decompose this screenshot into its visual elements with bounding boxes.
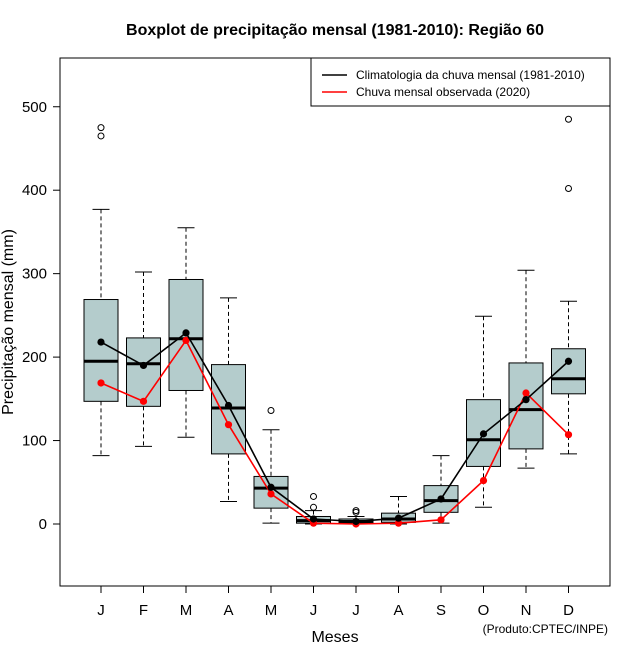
series-point — [564, 431, 573, 439]
outlier-point — [352, 507, 360, 515]
outlier-point — [97, 124, 105, 132]
box-month-2 — [126, 271, 161, 447]
plot-frame — [59, 57, 611, 587]
series-point — [394, 514, 403, 522]
series-point — [182, 336, 190, 345]
x-axis-label: Meses — [311, 629, 358, 646]
series-point — [437, 516, 445, 524]
outlier-point — [267, 407, 275, 415]
footnote: (Produto:CPTEC/INPE) — [483, 622, 608, 636]
series-point — [352, 517, 360, 526]
x-tick-label: O — [478, 602, 490, 619]
series-point — [182, 329, 190, 337]
series-point — [224, 401, 233, 410]
series-point — [394, 519, 403, 527]
series-point — [224, 421, 233, 429]
box-iqr — [508, 362, 544, 450]
legend-box — [310, 57, 611, 107]
box-month-11 — [508, 269, 544, 469]
series-point — [267, 483, 275, 491]
x-tick-label: J — [97, 602, 105, 619]
box-month-4 — [211, 297, 246, 502]
legend-label-climatology: Climatologia da chuva mensal (1981-2010) — [356, 68, 585, 82]
legend: Climatologia da chuva mensal (1981-2010)… — [310, 57, 611, 107]
y-tick-label: 300 — [22, 266, 47, 283]
series-point — [522, 396, 530, 404]
series-point — [522, 389, 530, 397]
series-point — [267, 490, 275, 498]
outlier-point — [310, 503, 317, 511]
box-iqr — [126, 337, 161, 407]
box-month-1 — [83, 124, 119, 457]
outlier-point — [565, 115, 572, 123]
y-axis: 0 100 200 300 400 500 — [22, 99, 61, 533]
series-observed — [97, 336, 573, 528]
series-point — [97, 379, 105, 387]
series-point — [479, 477, 488, 485]
y-tick-label: 400 — [22, 182, 47, 199]
x-tick-label: M — [180, 602, 193, 619]
y-tick-label: 0 — [39, 516, 47, 533]
chart-title: Boxplot de precipitação mensal (1981-201… — [126, 22, 544, 39]
legend-label-observed: Chuva mensal observada (2020) — [356, 85, 530, 99]
y-tick-label: 500 — [22, 99, 47, 116]
y-tick-label: 200 — [22, 349, 47, 366]
x-tick-label: S — [436, 602, 446, 619]
y-tick-label: 100 — [22, 433, 47, 450]
boxes — [83, 115, 586, 525]
outlier-point — [565, 185, 572, 193]
x-tick-label: A — [393, 602, 403, 619]
x-tick-label: N — [521, 602, 532, 619]
x-tick-label: J — [310, 602, 318, 619]
series-line — [100, 338, 570, 525]
outlier-point — [97, 132, 105, 140]
series-point — [479, 430, 488, 438]
series-lines — [97, 329, 573, 528]
series-point — [97, 338, 105, 346]
series-point — [437, 495, 445, 503]
series-point — [139, 361, 148, 370]
x-tick-label: D — [563, 602, 574, 619]
series-line — [100, 331, 570, 523]
outlier-point — [310, 492, 317, 500]
x-tick-label: M — [265, 602, 278, 619]
series-point — [139, 397, 148, 405]
y-axis-label: Precipitação mensal (mm) — [0, 229, 17, 415]
series-point — [564, 357, 573, 365]
x-tick-label: F — [139, 602, 148, 619]
x-tick-label: A — [223, 602, 233, 619]
x-tick-label: J — [352, 602, 360, 619]
series-point — [309, 515, 318, 523]
box-month-9 — [423, 455, 459, 524]
box-month-12 — [551, 115, 586, 455]
series-climatology — [97, 329, 573, 526]
